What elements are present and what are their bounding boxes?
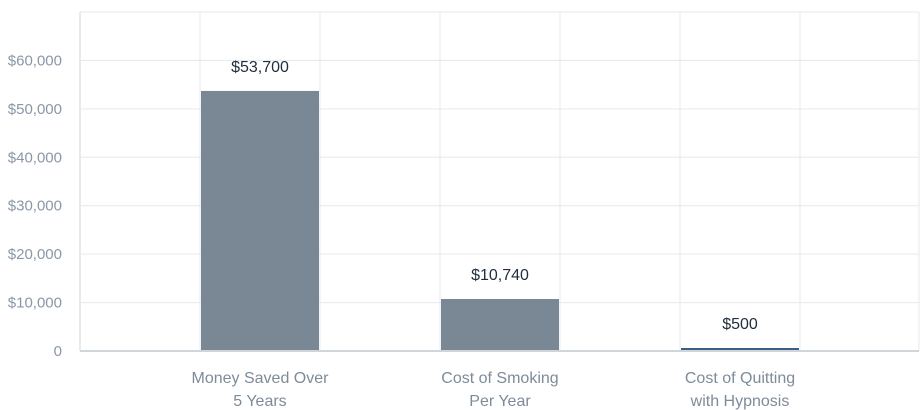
y-tick-label: $40,000 bbox=[8, 149, 62, 166]
y-tick-label: $60,000 bbox=[8, 52, 62, 69]
bar-value-label: $53,700 bbox=[231, 59, 289, 76]
category-label: with Hypnosis bbox=[690, 393, 790, 410]
category-label: 5 Years bbox=[233, 393, 286, 410]
category-label: Per Year bbox=[469, 393, 531, 410]
bar bbox=[201, 90, 319, 351]
bar bbox=[681, 348, 799, 351]
bar bbox=[441, 298, 559, 351]
category-label: Cost of Smoking bbox=[441, 370, 558, 387]
y-tick-label: 0 bbox=[54, 343, 62, 360]
bar-value-label: $10,740 bbox=[471, 267, 529, 284]
bar-value-label: $500 bbox=[722, 316, 758, 333]
category-label: Cost of Quitting bbox=[685, 370, 795, 387]
y-tick-label: $20,000 bbox=[8, 246, 62, 263]
y-tick-label: $10,000 bbox=[8, 295, 62, 312]
y-tick-label: $50,000 bbox=[8, 101, 62, 118]
y-tick-label: $30,000 bbox=[8, 198, 62, 215]
category-label: Money Saved Over bbox=[192, 370, 330, 387]
